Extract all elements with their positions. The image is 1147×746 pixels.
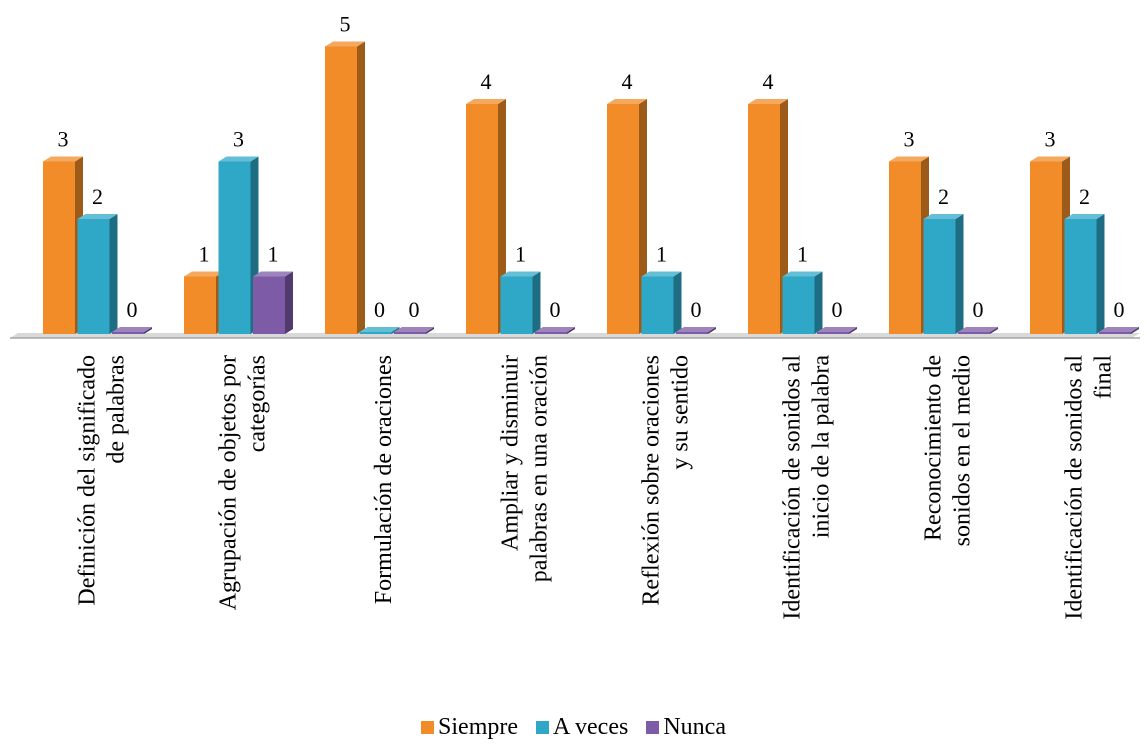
data-label-a-veces-1: 2 <box>92 184 103 209</box>
bar-nunca-3 <box>394 327 434 334</box>
data-label-nunca-8: 0 <box>1114 297 1125 322</box>
data-label-a-veces-2: 3 <box>233 127 244 152</box>
bar-a-veces-8 <box>1064 214 1105 334</box>
bar-a-veces-6 <box>782 271 823 334</box>
category-labels: Definición del significado de palabras Agr… <box>75 355 1117 620</box>
svg-text:categorías: categorías <box>245 355 271 452</box>
data-label-siempre-7: 3 <box>904 127 915 152</box>
legend-label-a-veces: A veces <box>553 714 629 740</box>
category-label-5: Reflexión sobre oraciones y su sentido <box>639 355 694 606</box>
category-label-3: Formulación de oraciones <box>371 355 397 604</box>
bar-siempre-7 <box>889 156 929 334</box>
category-label-4: Ampliar y disminuir palabras en una oraci… <box>498 355 553 582</box>
data-label-a-veces-4: 1 <box>515 242 526 267</box>
bar-nunca-1 <box>112 327 152 334</box>
svg-text:de palabras: de palabras <box>104 355 130 464</box>
category-label-2: Agrupación de objetos por categorías <box>216 355 271 610</box>
data-label-siempre-6: 4 <box>763 69 774 94</box>
category-label-7: Reconocimiento de sonidos en el medio <box>921 355 976 546</box>
svg-text:sonidos en el medio: sonidos en el medio <box>950 355 976 546</box>
svg-text:inicio de la palabra: inicio de la palabra <box>809 355 835 539</box>
svg-text:Identificación de sonidos al: Identificación de sonidos al <box>780 355 806 620</box>
data-label-siempre-8: 3 <box>1045 127 1056 152</box>
legend-label-nunca: Nunca <box>663 714 726 740</box>
legend-item-nunca: Nunca <box>646 714 726 741</box>
legend-item-a-veces: A veces <box>536 714 628 741</box>
bar-a-veces-1 <box>77 214 118 334</box>
bar-siempre-1 <box>43 156 83 334</box>
category-label-1: Definición del significado de palabras <box>75 355 130 606</box>
svg-text:final: final <box>1091 355 1117 399</box>
bar-nunca-5 <box>676 327 716 334</box>
data-label-siempre-1: 3 <box>58 127 69 152</box>
legend-swatch-siempre <box>421 721 435 734</box>
svg-text:Reconocimiento de: Reconocimiento de <box>921 355 947 541</box>
data-label-a-veces-3: 0 <box>374 297 385 322</box>
bar-nunca-6 <box>817 327 857 334</box>
bar-siempre-6 <box>748 99 788 334</box>
bar-nunca-2 <box>253 271 293 334</box>
legend-swatch-nunca <box>646 721 660 734</box>
svg-text:Formulación de oraciones: Formulación de oraciones <box>371 355 397 604</box>
legend-label-siempre: Siempre <box>438 714 519 740</box>
data-label-nunca-7: 0 <box>973 297 984 322</box>
bar-siempre-8 <box>1030 156 1070 334</box>
legend-item-siempre: Siempre <box>421 714 518 741</box>
bar-siempre-4 <box>466 99 506 334</box>
svg-text:Identificación de sonidos al: Identificación de sonidos al <box>1062 355 1088 620</box>
chart-legend: Siempre A veces Nunca <box>0 714 1147 741</box>
bar-a-veces-5 <box>641 271 682 334</box>
data-label-nunca-3: 0 <box>409 297 420 322</box>
bar-a-veces-4 <box>500 271 541 334</box>
bar-nunca-4 <box>535 327 575 334</box>
data-label-siempre-5: 4 <box>622 69 633 94</box>
data-label-nunca-5: 0 <box>691 297 702 322</box>
legend-swatch-a-veces <box>536 721 550 734</box>
bar-nunca-8 <box>1099 327 1139 334</box>
data-label-siempre-2: 1 <box>199 242 210 267</box>
data-label-a-veces-6: 1 <box>797 242 808 267</box>
bar-siempre-2 <box>184 271 224 334</box>
svg-text:Ampliar y disminuir: Ampliar y disminuir <box>498 355 524 551</box>
data-label-a-veces-5: 1 <box>656 242 667 267</box>
bar-siempre-5 <box>607 99 647 334</box>
bar-a-veces-2 <box>218 156 259 334</box>
chart-floor <box>10 333 1140 339</box>
svg-text:Reflexión sobre oraciones: Reflexión sobre oraciones <box>639 355 665 606</box>
data-label-nunca-6: 0 <box>832 297 843 322</box>
data-label-nunca-1: 0 <box>127 297 138 322</box>
data-label-a-veces-7: 2 <box>938 184 949 209</box>
chart-bars <box>43 41 1139 334</box>
data-label-nunca-4: 0 <box>550 297 561 322</box>
data-label-siempre-3: 5 <box>340 12 351 37</box>
bar-a-veces-3 <box>359 327 400 334</box>
data-label-siempre-4: 4 <box>481 69 492 94</box>
svg-text:Agrupación de objetos por: Agrupación de objetos por <box>216 355 242 610</box>
svg-text:y su sentido: y su sentido <box>668 355 694 470</box>
svg-text:palabras en una oración: palabras en una oración <box>527 355 553 582</box>
data-label-a-veces-8: 2 <box>1079 184 1090 209</box>
svg-text:Definición del significado: Definición del significado <box>75 355 101 606</box>
category-label-6: Identificación de sonidos al inicio de la… <box>780 355 835 620</box>
category-label-8: Identificación de sonidos al final <box>1062 355 1117 620</box>
bar-nunca-7 <box>958 327 998 334</box>
data-label-nunca-2: 1 <box>268 242 279 267</box>
bar-siempre-3 <box>325 41 365 334</box>
floor-plane <box>10 333 1140 338</box>
bar-a-veces-7 <box>923 214 964 334</box>
